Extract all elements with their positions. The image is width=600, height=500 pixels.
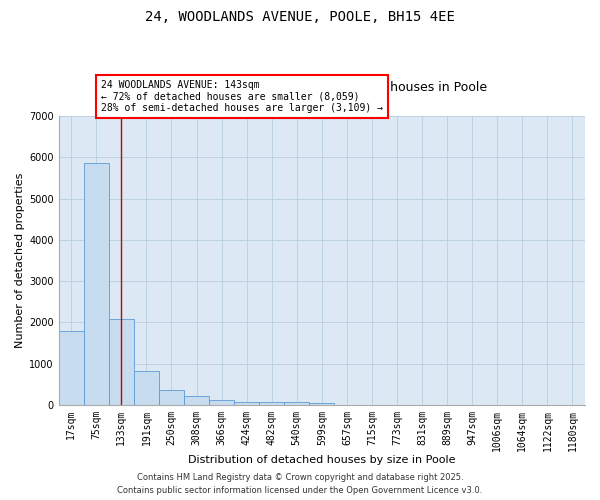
Bar [209, 400, 234, 405]
Bar [309, 403, 334, 405]
Bar [284, 402, 309, 405]
Bar [259, 402, 284, 405]
Text: 24 WOODLANDS AVENUE: 143sqm
← 72% of detached houses are smaller (8,059)
28% of : 24 WOODLANDS AVENUE: 143sqm ← 72% of det… [101, 80, 383, 113]
Bar [184, 396, 209, 405]
Bar [234, 402, 259, 405]
Bar [109, 319, 134, 405]
Bar [59, 332, 84, 405]
Text: 24, WOODLANDS AVENUE, POOLE, BH15 4EE: 24, WOODLANDS AVENUE, POOLE, BH15 4EE [145, 10, 455, 24]
Text: Contains HM Land Registry data © Crown copyright and database right 2025.
Contai: Contains HM Land Registry data © Crown c… [118, 474, 482, 495]
Bar [84, 164, 109, 405]
Y-axis label: Number of detached properties: Number of detached properties [15, 173, 25, 348]
Bar [159, 390, 184, 405]
Title: Size of property relative to detached houses in Poole: Size of property relative to detached ho… [156, 81, 487, 94]
Bar [134, 370, 159, 405]
X-axis label: Distribution of detached houses by size in Poole: Distribution of detached houses by size … [188, 455, 455, 465]
